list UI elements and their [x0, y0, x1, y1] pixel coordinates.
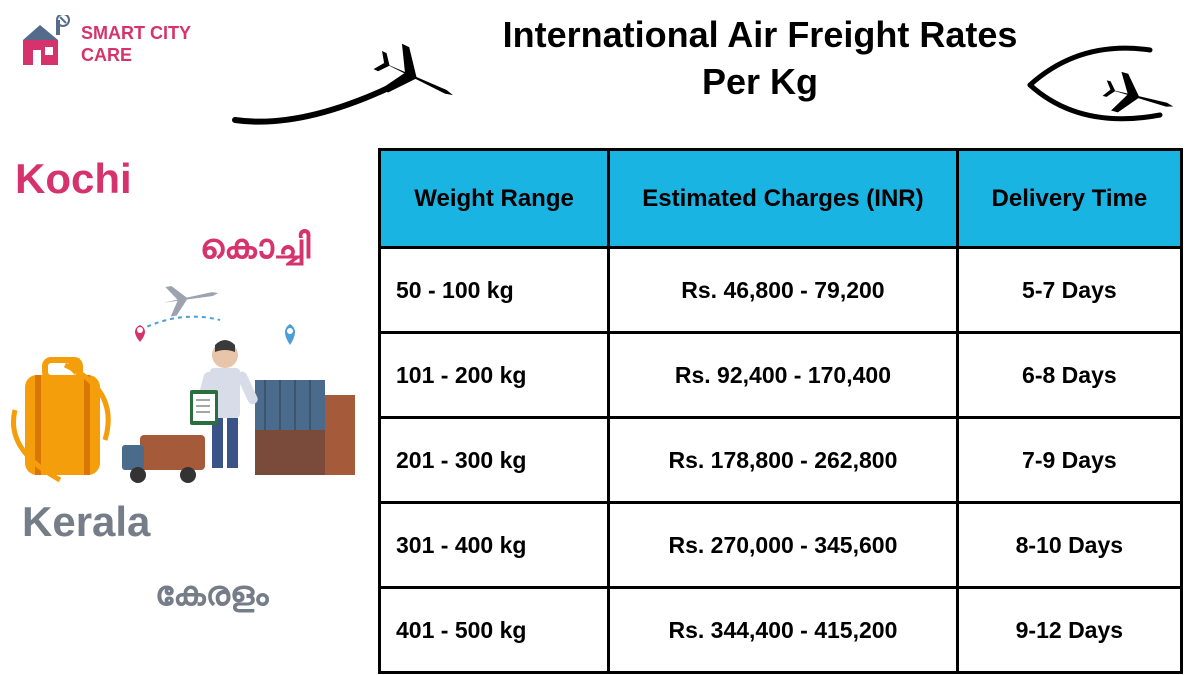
table-row: 401 - 500 kg Rs. 344,400 - 415,200 9-12 … — [380, 588, 1182, 673]
cell-weight: 401 - 500 kg — [380, 588, 609, 673]
cell-charges: Rs. 270,000 - 345,600 — [609, 503, 958, 588]
cell-weight: 201 - 300 kg — [380, 418, 609, 503]
plane-left-icon — [225, 25, 485, 140]
col-weight: Weight Range — [380, 150, 609, 248]
logo-line2: CARE — [81, 45, 191, 67]
table-row: 201 - 300 kg Rs. 178,800 - 262,800 7-9 D… — [380, 418, 1182, 503]
freight-rates-table: Weight Range Estimated Charges (INR) Del… — [378, 148, 1183, 674]
logo-area: SMART CITY CARE — [18, 15, 191, 75]
table-row: 50 - 100 kg Rs. 46,800 - 79,200 5-7 Days — [380, 248, 1182, 333]
cell-delivery: 5-7 Days — [957, 248, 1181, 333]
col-charges: Estimated Charges (INR) — [609, 150, 958, 248]
cell-weight: 50 - 100 kg — [380, 248, 609, 333]
cell-charges: Rs. 178,800 - 262,800 — [609, 418, 958, 503]
cell-delivery: 7-9 Days — [957, 418, 1181, 503]
logo-house-icon — [18, 15, 73, 75]
cell-charges: Rs. 344,400 - 415,200 — [609, 588, 958, 673]
logo-text: SMART CITY CARE — [81, 23, 191, 66]
page-title: International Air Freight Rates Per Kg — [480, 12, 1040, 106]
cell-weight: 301 - 400 kg — [380, 503, 609, 588]
cell-delivery: 6-8 Days — [957, 333, 1181, 418]
city-label-en: Kochi — [15, 155, 132, 203]
table-row: 101 - 200 kg Rs. 92,400 - 170,400 6-8 Da… — [380, 333, 1182, 418]
state-label-native: കേരളം — [155, 575, 269, 614]
plane-right-icon — [1020, 30, 1190, 140]
cell-charges: Rs. 46,800 - 79,200 — [609, 248, 958, 333]
table-header-row: Weight Range Estimated Charges (INR) Del… — [380, 150, 1182, 248]
col-delivery: Delivery Time — [957, 150, 1181, 248]
city-label-native: കൊച്ചി — [200, 228, 310, 267]
cell-delivery: 9-12 Days — [957, 588, 1181, 673]
cell-weight: 101 - 200 kg — [380, 333, 609, 418]
cell-charges: Rs. 92,400 - 170,400 — [609, 333, 958, 418]
state-label-en: Kerala — [22, 498, 150, 546]
freight-illustration — [10, 280, 360, 490]
table-row: 301 - 400 kg Rs. 270,000 - 345,600 8-10 … — [380, 503, 1182, 588]
cell-delivery: 8-10 Days — [957, 503, 1181, 588]
logo-line1: SMART CITY — [81, 23, 191, 45]
